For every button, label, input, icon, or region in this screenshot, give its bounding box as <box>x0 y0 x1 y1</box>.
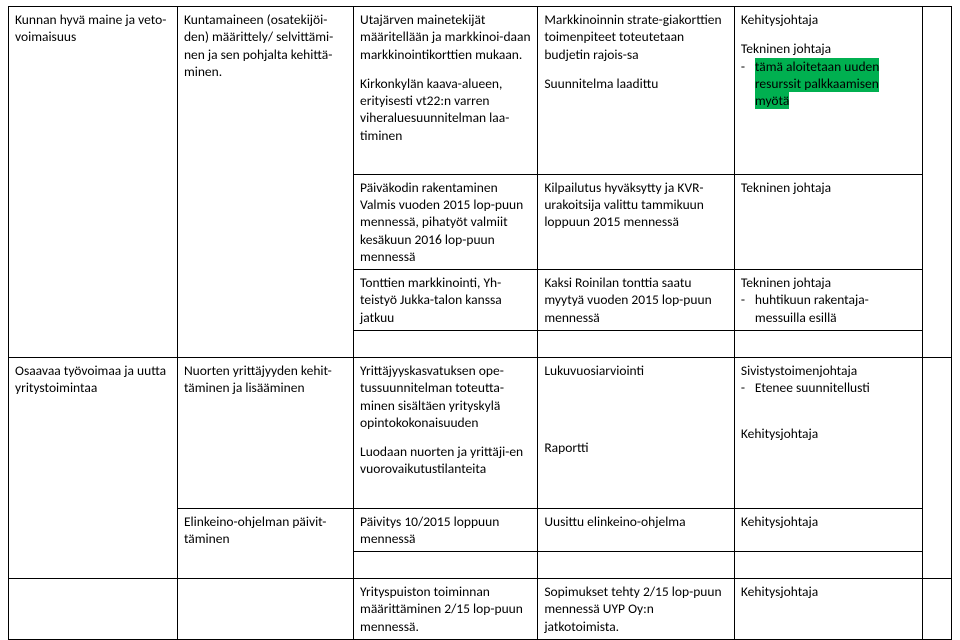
cell <box>923 357 952 481</box>
cell: Kuntamaineen (osatekijöi-den) määrittely… <box>177 7 353 175</box>
table-row: Yrityspuiston toiminnan määrittäminen 2/… <box>9 579 952 640</box>
table-row: Osaavaa työvoimaa ja uutta yritystoimint… <box>9 357 952 481</box>
cell <box>923 7 952 175</box>
cell: Elinkeino-ohjelman päivit-täminen <box>177 508 353 579</box>
cell <box>177 174 353 330</box>
cell <box>9 579 178 640</box>
main-table: Kunnan hyvä maine ja veto-voimaisuus Kun… <box>8 6 952 640</box>
cell <box>923 174 952 330</box>
cell: Lukuvuosiarviointi Raportti <box>538 357 735 481</box>
cell: Kehitysjohtaja <box>734 508 922 552</box>
cell: Kilpailutus hyväksytty ja KVR-urakoitsij… <box>538 174 735 269</box>
cell: Tekninen johtaja <box>734 174 922 269</box>
cell: Tonttien markkinointi, Yh-teistyö Jukka-… <box>354 270 538 331</box>
table-row: Päiväkodin rakentaminen Valmis vuoden 20… <box>9 174 952 269</box>
cell <box>9 174 178 330</box>
cell <box>177 579 353 640</box>
cell: Tekninen johtaja - huhtikuun rakentaja-m… <box>734 270 922 331</box>
table-row: Elinkeino-ohjelman päivit-täminen Päivit… <box>9 508 952 552</box>
cell: Kehitysjohtaja <box>734 579 922 640</box>
highlight: tämä aloitetaan uuden resurssit palkkaam… <box>755 58 879 110</box>
cell: Nuorten yrittäjyyden kehit-täminen ja li… <box>177 357 353 481</box>
table-row <box>9 330 952 357</box>
cell <box>9 508 178 579</box>
cell: Markkinoinnin strate-giakorttien toimenp… <box>538 7 735 148</box>
cell: Uusittu elinkeino-ohjelma <box>538 508 735 552</box>
cell <box>923 508 952 579</box>
page: Kunnan hyvä maine ja veto-voimaisuus Kun… <box>0 0 960 633</box>
cell: Yrittäjyyskasvatuksen ope-tussuunnitelma… <box>354 357 538 481</box>
cell: Kehitysjohtaja Tekninen johtaja - tämä a… <box>734 7 922 148</box>
cell: Utajärven mainetekijät määritellään ja m… <box>354 7 538 148</box>
cell: Päivitys 10/2015 loppuun mennessä <box>354 508 538 552</box>
cell: Sopimukset tehty 2/15 lop-puun mennessä … <box>538 579 735 640</box>
cell: Osaavaa työvoimaa ja uutta yritystoimint… <box>9 357 178 481</box>
cell: Päiväkodin rakentaminen Valmis vuoden 20… <box>354 174 538 269</box>
cell: Yrityspuiston toiminnan määrittäminen 2/… <box>354 579 538 640</box>
cell: Kunnan hyvä maine ja veto-voimaisuus <box>9 7 178 175</box>
table-row: Kunnan hyvä maine ja veto-voimaisuus Kun… <box>9 7 952 148</box>
table-row <box>9 482 952 509</box>
cell: Kaksi Roinilan tonttia saatu myytyä vuod… <box>538 270 735 331</box>
cell: Sivistystoimenjohtaja - Etenee suunnitel… <box>734 357 922 481</box>
cell <box>923 579 952 640</box>
